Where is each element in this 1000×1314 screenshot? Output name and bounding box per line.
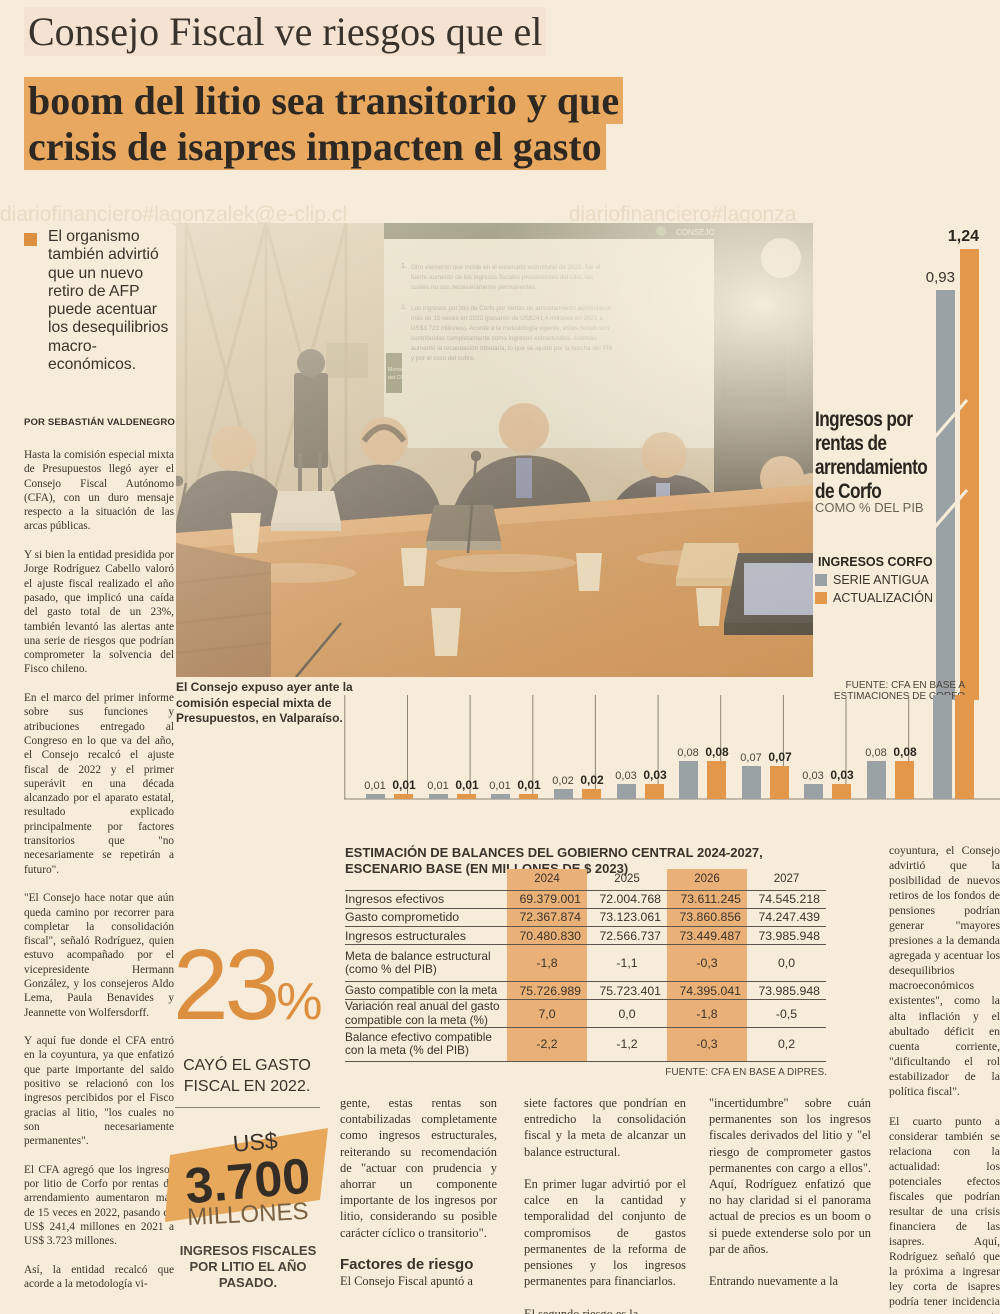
svg-text:0,01: 0,01 xyxy=(364,780,385,792)
svg-text:0,03: 0,03 xyxy=(802,770,823,782)
svg-text:2017: 2017 xyxy=(627,803,656,805)
svg-text:2019: 2019 xyxy=(752,803,781,805)
svg-text:0,93: 0,93 xyxy=(926,269,955,286)
svg-text:2020: 2020 xyxy=(814,803,843,805)
svg-text:2021: 2021 xyxy=(877,803,906,805)
svg-text:2016: 2016 xyxy=(564,803,593,805)
svg-text:0,01: 0,01 xyxy=(392,778,416,792)
svg-text:0,02: 0,02 xyxy=(552,775,573,787)
svg-text:0,07: 0,07 xyxy=(768,750,792,764)
svg-text:0,03: 0,03 xyxy=(615,770,636,782)
svg-text:0,02: 0,02 xyxy=(580,773,604,787)
svg-text:0,01: 0,01 xyxy=(427,780,448,792)
svg-text:0,08: 0,08 xyxy=(893,745,917,759)
svg-text:0,08: 0,08 xyxy=(865,747,886,759)
svg-text:0,08: 0,08 xyxy=(677,747,698,759)
svg-text:0,01: 0,01 xyxy=(489,780,510,792)
svg-text:0,03: 0,03 xyxy=(830,768,854,782)
svg-text:0,07: 0,07 xyxy=(740,752,761,764)
svg-text:0,01: 0,01 xyxy=(517,778,541,792)
svg-text:2013: 2013 xyxy=(376,803,405,805)
svg-text:0,01: 0,01 xyxy=(455,778,479,792)
svg-text:0,08: 0,08 xyxy=(705,745,729,759)
svg-text:2018: 2018 xyxy=(689,803,718,805)
svg-text:0,03: 0,03 xyxy=(643,768,667,782)
svg-text:1,24: 1,24 xyxy=(948,228,979,245)
svg-text:MILLONES: MILLONES xyxy=(187,1198,310,1231)
svg-text:2015: 2015 xyxy=(501,803,530,805)
svg-text:2022: 2022 xyxy=(939,803,968,805)
svg-text:2014: 2014 xyxy=(439,803,468,805)
